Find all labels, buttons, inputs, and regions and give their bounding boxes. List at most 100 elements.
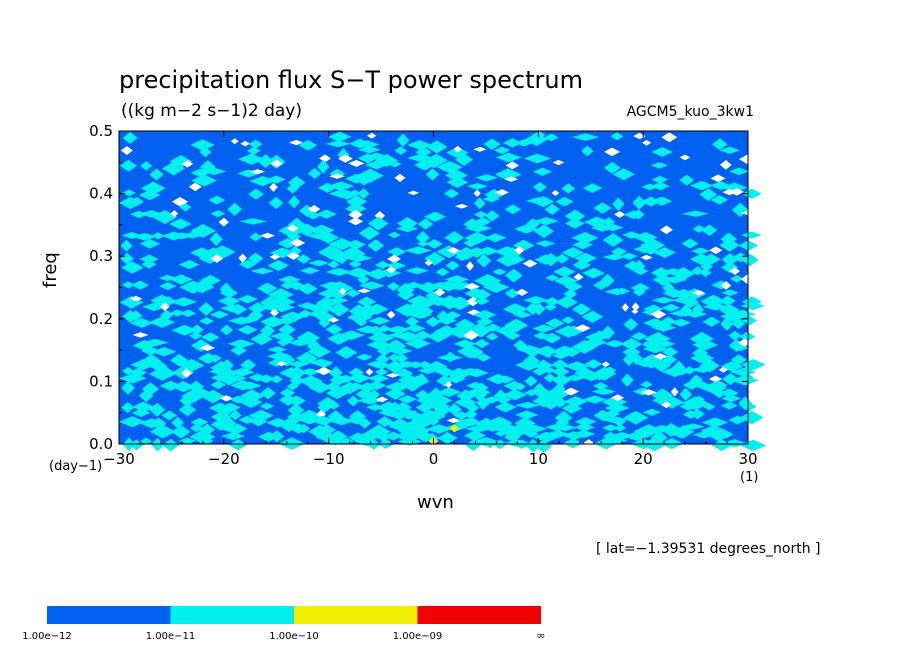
cyan-contour-patch: [366, 424, 391, 439]
cyan-contour-patch: [259, 316, 287, 328]
cyan-contour-patch: [355, 431, 381, 443]
cyan-contour-patch: [142, 302, 167, 312]
cyan-contour-patch: [600, 416, 628, 424]
low-value-gap: [218, 217, 230, 227]
low-value-gap: [464, 282, 480, 291]
low-value-gap: [181, 368, 192, 379]
cyan-contour-patch: [494, 168, 522, 181]
cyan-contour-patch: [603, 409, 621, 418]
cyan-contour-patch: [502, 303, 528, 315]
low-value-gap: [505, 161, 520, 170]
cyan-contour-patch: [237, 294, 258, 304]
low-value-gap: [504, 176, 519, 182]
cyan-contour-patch: [229, 367, 255, 377]
cyan-contour-patch: [445, 275, 469, 284]
cyan-contour-patch: [640, 424, 658, 434]
cyan-contour-patch: [259, 402, 275, 410]
cyan-contour-patch: [129, 367, 147, 378]
cyan-contour-patch: [149, 168, 164, 181]
cyan-contour-patch: [701, 253, 721, 265]
cyan-contour-patch: [276, 338, 290, 347]
cyan-contour-patch: [425, 424, 453, 434]
cyan-contour-patch: [299, 267, 321, 275]
cyan-contour-patch: [219, 402, 241, 413]
x-tick-label: −10: [313, 450, 345, 468]
cyan-contour-patch: [740, 301, 765, 311]
cyan-contour-patch: [318, 417, 332, 427]
cyan-contour-patch: [602, 223, 624, 232]
cyan-contour-patch: [335, 346, 358, 359]
cyan-contour-patch: [502, 389, 528, 401]
colorbar-end-label: ∞: [536, 629, 545, 642]
cyan-contour-patch: [622, 353, 636, 367]
cyan-contour-patch: [317, 424, 337, 436]
cyan-contour-patch: [355, 174, 373, 186]
cyan-contour-patch: [447, 403, 462, 416]
cyan-contour-patch: [553, 266, 576, 277]
cyan-contour-patch: [287, 403, 305, 418]
cyan-contour-patch: [329, 366, 343, 380]
cyan-contour-patch: [228, 439, 248, 451]
low-value-gap: [270, 159, 284, 168]
cyan-contour-patch: [129, 318, 154, 328]
run-label: AGCM5_kuo_3kw1: [626, 104, 754, 120]
cyan-contour-patch: [444, 188, 460, 199]
cyan-contour-patch: [364, 303, 389, 315]
cyan-contour-patch: [464, 368, 489, 378]
low-value-gap: [238, 253, 247, 263]
cyan-contour-patch: [151, 347, 177, 357]
x-axis-ticks: −30 −20 −10 0 10 20 30: [103, 131, 758, 468]
cyan-contour-patch: [307, 167, 322, 179]
cyan-contour-patch: [592, 366, 617, 381]
cyan-contour-patch: [318, 317, 331, 329]
low-value-gap: [709, 246, 723, 255]
cyan-contour-patch: [180, 309, 197, 318]
cyan-contour-patch: [345, 239, 366, 250]
cyan-contour-patch: [162, 161, 186, 176]
cyan-contour-patch: [741, 253, 759, 267]
cyan-contour-patch: [514, 224, 539, 234]
cyan-contour-patch: [171, 425, 191, 439]
y-tick-label: 0.2: [89, 310, 113, 328]
cyan-contour-patch: [158, 366, 174, 378]
cyan-contour-patch: [454, 252, 470, 262]
cyan-contour-patch: [602, 424, 619, 432]
cyan-contour-patch: [464, 346, 484, 359]
cyan-contour-patch: [239, 396, 263, 408]
cyan-contour-patch: [571, 232, 599, 244]
cyan-contour-patch: [602, 366, 617, 375]
cyan-contour-patch: [581, 310, 604, 323]
cyan-contour-patch: [188, 331, 203, 340]
cyan-contour-patch: [525, 346, 540, 358]
cyan-contour-patch: [299, 204, 316, 217]
cyan-contour-patch: [514, 401, 541, 409]
low-value-gap: [631, 302, 640, 312]
cyan-contour-patch: [699, 188, 718, 201]
cyan-contour-patch: [249, 232, 262, 242]
cyan-contour-patch: [149, 402, 166, 417]
low-value-gap: [621, 303, 629, 312]
low-value-gap: [601, 361, 610, 368]
colorbar-label: 1.00e−10: [269, 631, 319, 642]
cyan-contour-patch: [171, 416, 184, 429]
cyan-contour-patch: [220, 432, 246, 441]
cyan-contour-patch: [267, 351, 293, 362]
cyan-contour-patch: [345, 267, 372, 278]
cyan-contour-patch: [600, 325, 616, 340]
cyan-contour-patch: [534, 439, 553, 453]
cyan-contour-patch: [721, 289, 739, 297]
cyan-contour-patch: [514, 139, 534, 147]
cyan-contour-patch: [394, 146, 408, 155]
cyan-contour-patch: [414, 159, 435, 171]
cyan-contour-patch: [315, 359, 333, 369]
cyan-contour-patch: [701, 417, 729, 428]
low-value-gap: [319, 154, 332, 163]
cyan-contour-patch: [404, 246, 432, 255]
cyan-contour-patch: [532, 182, 547, 193]
cyan-contour-patch: [149, 424, 176, 439]
low-value-gap: [453, 145, 463, 153]
cyan-contour-patch: [532, 302, 546, 316]
cyan-contour-patch: [650, 331, 668, 347]
cyan-contour-patch: [348, 260, 362, 268]
